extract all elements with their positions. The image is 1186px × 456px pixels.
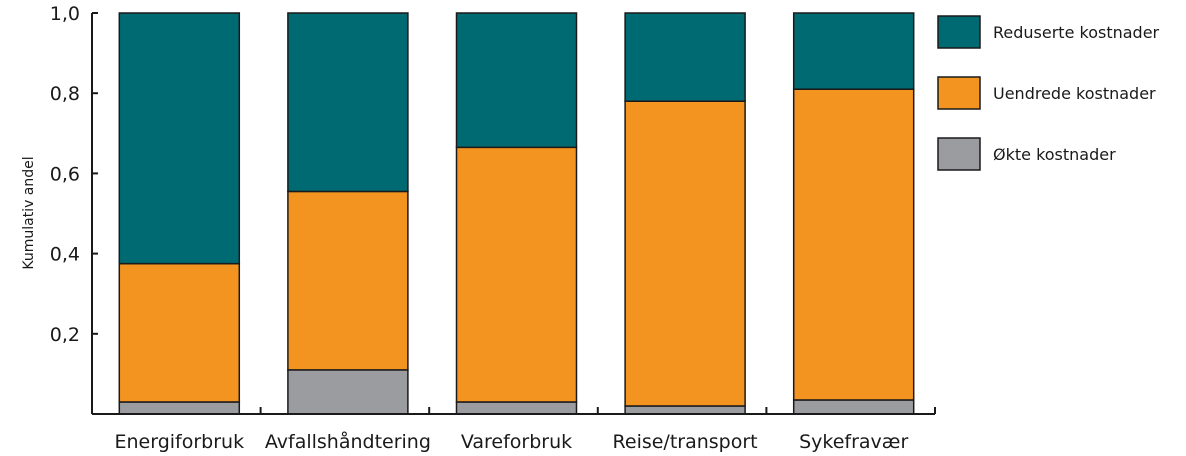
y-tick-label: 0,4 [50,244,80,266]
bar-segment-2-3 [624,12,746,102]
bar-segment-1-2 [455,146,578,403]
y-axis-title: Kumulativ andel [21,156,37,269]
bar-segment-1-1 [287,190,409,371]
bar-segment-1-4 [792,88,915,401]
axes-layer: Energiforbruk Avfallshåndtering Vareforbru… [50,3,936,453]
y-tick-label: 0,8 [50,83,80,105]
bar-segment-2-2 [455,12,578,149]
bar-segment-0-0 [118,401,241,415]
bar-segment-0-4 [792,399,915,415]
y-tick-label: 1,0 [50,3,80,25]
legend-swatch [937,137,981,171]
legend: Reduserte kostnader Uendrede kostnader Økt… [937,15,1160,171]
y-tick-label: 0,2 [50,324,80,346]
bar-segment-0-2 [455,401,578,415]
x-tick-label: Energiforbruk [114,431,244,453]
bars-layer [118,12,915,415]
y-tick-label: 0,6 [50,163,80,185]
legend-label: Økte kostnader [993,145,1116,164]
bar-segment-1-0 [118,262,241,403]
legend-swatch [937,15,981,49]
legend-swatch [937,76,981,110]
legend-label: Reduserte kostnader [993,23,1160,42]
bar-segment-2-0 [118,12,241,265]
x-tick-label: Vareforbruk [461,431,572,453]
bar-segment-0-1 [287,369,409,415]
bar-segment-0-3 [624,405,746,415]
bar-segment-2-4 [792,12,915,90]
bar-segment-2-1 [287,12,409,193]
x-tick-label: Avfallshåndtering [265,430,431,453]
x-tick-label: Reise/transport [613,431,758,453]
legend-label: Uendrede kostnader [993,84,1156,103]
bar-segment-1-3 [624,100,746,407]
x-tick-label: Sykefravær [799,431,908,453]
